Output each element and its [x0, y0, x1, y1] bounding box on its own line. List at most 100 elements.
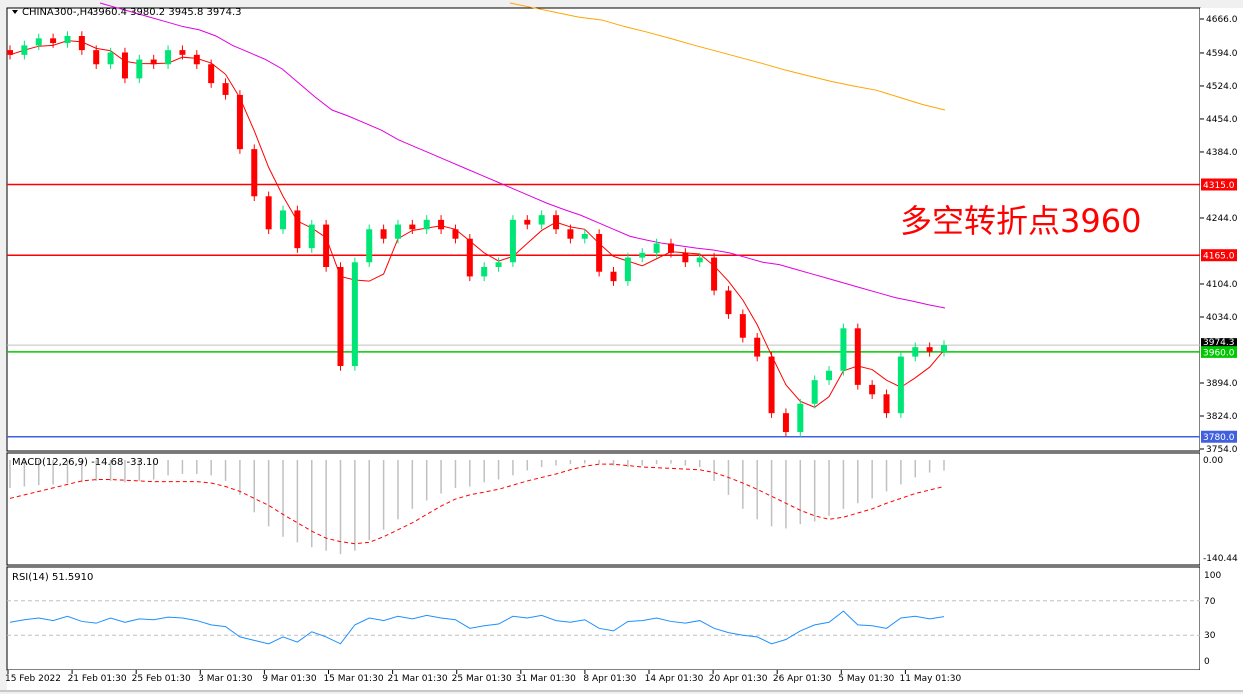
candle-bear — [854, 328, 861, 385]
candle-bull — [64, 35, 71, 44]
time-tick-label: 25 Feb 01:30 — [132, 674, 191, 684]
candle-bear — [50, 38, 57, 44]
time-tick-label: 11 May 01:30 — [900, 674, 962, 684]
rsi-tick-label: 100 — [1204, 571, 1221, 581]
candle-bull — [394, 224, 401, 239]
macd-tick-label: 0.00 — [1203, 456, 1223, 466]
rsi-line — [9, 610, 945, 645]
level-label-bg — [1201, 178, 1237, 191]
price-tick-label: 3894.0 — [1206, 379, 1238, 389]
candle-bull — [35, 38, 42, 46]
price-tick-label: 3754.0 — [1206, 445, 1238, 455]
candle-bear — [725, 290, 732, 315]
candle-bull — [280, 210, 287, 230]
time-tick-label: 3 Mar 01:30 — [198, 674, 253, 684]
candle-bull — [941, 345, 947, 352]
price-tick-label: 4034.0 — [1206, 313, 1238, 323]
candle-bull — [897, 356, 904, 414]
candle-bear — [466, 238, 473, 277]
candle-bear — [93, 50, 100, 65]
axis-labels: 4315.0 4165.0 3960.0 3780.0 3974.3 4666.0 4594… — [5, 15, 1238, 684]
candle-bull — [797, 403, 804, 433]
candle-bull — [811, 380, 818, 404]
candle-bull — [538, 215, 545, 225]
price-tick-label: 4524.0 — [1206, 82, 1238, 92]
candle-bear — [452, 229, 459, 239]
price-tick-label: 3824.0 — [1206, 412, 1238, 422]
candle-bull — [136, 59, 143, 79]
rsi-tick-label: 70 — [1204, 597, 1216, 607]
dropdown-triangle-icon[interactable] — [12, 10, 18, 14]
level-label-bg — [1201, 249, 1237, 262]
price-tick-label: 4454.0 — [1206, 115, 1238, 125]
candle-bear — [682, 252, 689, 263]
level-label-bg — [1201, 430, 1237, 443]
price-tick-label: 4384.0 — [1206, 148, 1238, 158]
candle-bear — [179, 50, 186, 55]
price-tick-label: 4594.0 — [1206, 49, 1238, 59]
candle-bull — [423, 219, 430, 230]
candle-bear — [380, 229, 387, 239]
candle-bull — [639, 252, 646, 258]
last-price-label-bg — [1201, 338, 1237, 347]
candle-bear — [208, 64, 215, 84]
candle-bear — [869, 384, 876, 395]
candle-bull — [351, 262, 358, 367]
price-tick-label: 4104.0 — [1206, 280, 1238, 290]
candle-bull — [581, 234, 588, 239]
level-label-bg — [1201, 345, 1237, 358]
candle-bear — [150, 59, 157, 65]
candle-bear — [294, 210, 301, 249]
candle-bull — [826, 370, 833, 381]
ma-slow-line — [509, 2, 946, 111]
annotation-text: 多空转折点3960 — [900, 202, 1141, 240]
macd-series — [9, 460, 945, 555]
candle-bear — [553, 215, 560, 230]
rsi-pane[interactable] — [6, 566, 1201, 671]
candle-bear — [251, 149, 258, 197]
macd-tick-label: -140.44 — [1203, 554, 1238, 564]
time-tick-label: 5 May 01:30 — [838, 674, 894, 684]
time-tick-label: 14 Apr 01:30 — [645, 674, 704, 684]
time-tick-label: 31 Mar 01:30 — [516, 674, 576, 684]
candle-bear — [222, 83, 229, 95]
candle-bull — [366, 229, 373, 263]
rsi-tick-label: 0 — [1204, 657, 1210, 667]
candle-bear — [236, 94, 243, 150]
candle-bear — [883, 394, 890, 414]
rsi-tick-label: 30 — [1204, 631, 1216, 641]
price-pane[interactable] — [6, 7, 1201, 452]
candle-bull — [696, 257, 703, 263]
rsi-series — [7, 600, 1200, 645]
candle-bull — [165, 50, 172, 65]
candle-bear — [78, 35, 85, 51]
time-tick-label: 26 Apr 01:30 — [773, 674, 832, 684]
candle-bear — [438, 219, 445, 230]
candle-bear — [739, 314, 746, 338]
candle-bear — [567, 229, 574, 239]
price-series — [7, 2, 1200, 438]
time-tick-label: 15 Mar 01:30 — [323, 674, 383, 684]
candle-bear — [768, 356, 775, 414]
level-label: 4165.0 — [1203, 252, 1235, 262]
time-tick-label: 9 Mar 01:30 — [262, 674, 317, 684]
candle-bear — [596, 234, 603, 272]
macd-pane[interactable] — [6, 452, 1201, 566]
macd-title: MACD(12,26,9) -14.68 -33.10 — [12, 457, 159, 468]
candle-bear — [323, 224, 330, 268]
symbol-label: CHINA300-,H4 — [22, 7, 94, 18]
last-price-label: 3974.3 — [1203, 338, 1235, 348]
candle-bear — [610, 271, 617, 282]
candle-bull — [107, 52, 114, 65]
candle-bear — [409, 224, 416, 230]
candle-bull — [840, 328, 847, 371]
price-tick-label: 4666.0 — [1206, 15, 1238, 25]
candle-bear — [121, 52, 128, 79]
time-tick-label: 20 Apr 01:30 — [709, 674, 768, 684]
macd-signal-line — [9, 463, 945, 545]
ohlc-readout: 3960.4 3980.2 3945.8 3974.3 — [92, 7, 242, 18]
candle-bear — [754, 337, 761, 357]
candle-bull — [624, 257, 631, 282]
candle-bear — [337, 267, 344, 367]
